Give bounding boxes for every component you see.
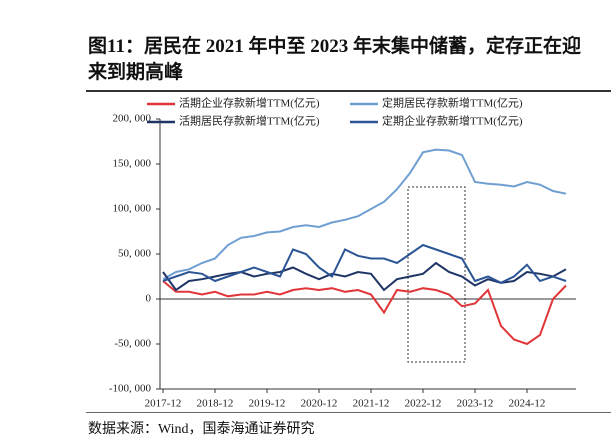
legend-label: 活期企业存款新增TTM(亿元) — [179, 96, 320, 110]
series-line — [162, 280, 567, 346]
series-line — [162, 243, 567, 284]
y-tick-label: -100, 000 — [109, 383, 152, 395]
x-tick-label: 2024-12 — [509, 398, 546, 410]
y-tick-label: 50, 000 — [118, 248, 152, 260]
legend-label: 定期企业存款新增TTM(亿元) — [382, 114, 523, 128]
x-tick-label: 2017-12 — [145, 398, 182, 410]
rule — [86, 412, 611, 413]
x-tick-label: 2022-12 — [405, 398, 442, 410]
x-tick-label: 2021-12 — [353, 398, 390, 410]
x-tick-label: 2023-12 — [457, 398, 494, 410]
y-tick-label: 100, 000 — [113, 203, 152, 215]
title: 图11：居民在 2021 年中至 2023 年末集中储蓄，定存正在迎来到期高峰 — [88, 36, 581, 83]
x-tick-label: 2020-12 — [301, 398, 338, 410]
y-tick-label: 0 — [146, 293, 152, 305]
x-tick-label: 2019-12 — [249, 398, 286, 410]
x-tick-label: 2018-12 — [197, 398, 234, 410]
y-tick-label: -50, 000 — [114, 338, 151, 350]
y-tick-label: 200, 000 — [113, 113, 152, 125]
highlight-box — [407, 186, 466, 363]
series-line — [162, 148, 567, 281]
source: 数据来源：Wind，国泰海通证券研究 — [88, 422, 315, 437]
legend-label: 活期居民存款新增TTM(亿元) — [179, 114, 320, 128]
series-line — [162, 261, 567, 292]
chart: -100, 000 -50, 000 0 50, 000 100, 000 150, 00… — [109, 96, 576, 410]
legend-label: 定期居民存款新增TTM(亿元) — [382, 96, 523, 110]
y-tick-label: 150, 000 — [113, 158, 152, 170]
rule — [86, 90, 611, 92]
